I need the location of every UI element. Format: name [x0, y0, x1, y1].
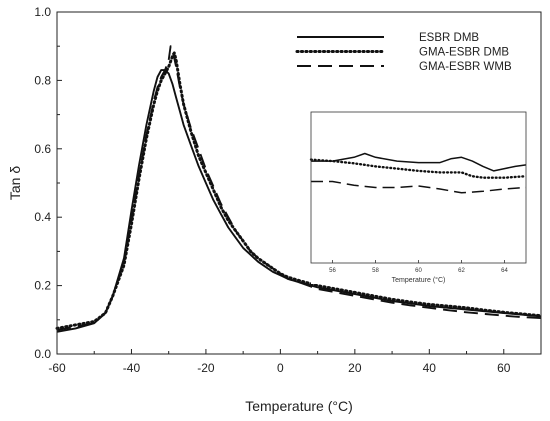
series-line-gma-esbr-wmb — [56, 45, 542, 332]
x-tick-label: 0 — [277, 361, 284, 375]
x-tick-label: -40 — [123, 361, 141, 375]
legend: ESBR DMB GMA-ESBR DMB GMA-ESBR WMB — [295, 32, 512, 73]
y-tick-label: 0.0 — [34, 347, 51, 361]
legend-label: GMA-ESBR DMB — [419, 47, 509, 59]
x-axis-title: Temperature (°C) — [245, 398, 353, 414]
x-tick-label: 60 — [497, 361, 511, 375]
legend-label: ESBR DMB — [419, 32, 479, 44]
y-tick-label: 0.4 — [34, 210, 51, 224]
inset-x-tick-label: 58 — [372, 268, 379, 274]
x-tick-label: 20 — [348, 361, 362, 375]
series-line-esbr-dmb — [56, 69, 542, 333]
inset-series-line-gma-esbr-dmb — [309, 158, 528, 179]
inset-x-tick-label: 62 — [458, 268, 465, 274]
inset-x-tick-label: 60 — [415, 268, 422, 274]
x-tick-label: -20 — [197, 361, 215, 375]
inset-x-tick-label: 56 — [329, 268, 336, 274]
legend-label: GMA-ESBR WMB — [419, 61, 512, 73]
inset-x-axis-title: Temperature (°C) — [392, 276, 446, 284]
x-tick-label: -60 — [48, 361, 66, 375]
inset-chart: 56 58 60 62 64 Temperature (°C) — [309, 111, 528, 284]
y-tick-label: 0.2 — [34, 279, 51, 293]
y-axis-title: Tan δ — [7, 166, 23, 200]
y-tick-label: 0.8 — [34, 73, 51, 87]
main-plot-area — [55, 45, 543, 333]
main-axes: -60 -40 -20 0 20 40 60 0.0 0.2 0.4 0.6 0.8 1.0 — [34, 5, 542, 375]
inset-series-line-gma-esbr-wmb — [311, 180, 527, 194]
inset-series-line-esbr-dmb — [311, 152, 527, 172]
x-tick-label: 40 — [423, 361, 437, 375]
inset-background — [311, 112, 526, 284]
y-tick-label: 0.6 — [34, 142, 51, 156]
y-tick-label: 1.0 — [34, 5, 51, 19]
inset-x-tick-label: 64 — [501, 268, 508, 274]
